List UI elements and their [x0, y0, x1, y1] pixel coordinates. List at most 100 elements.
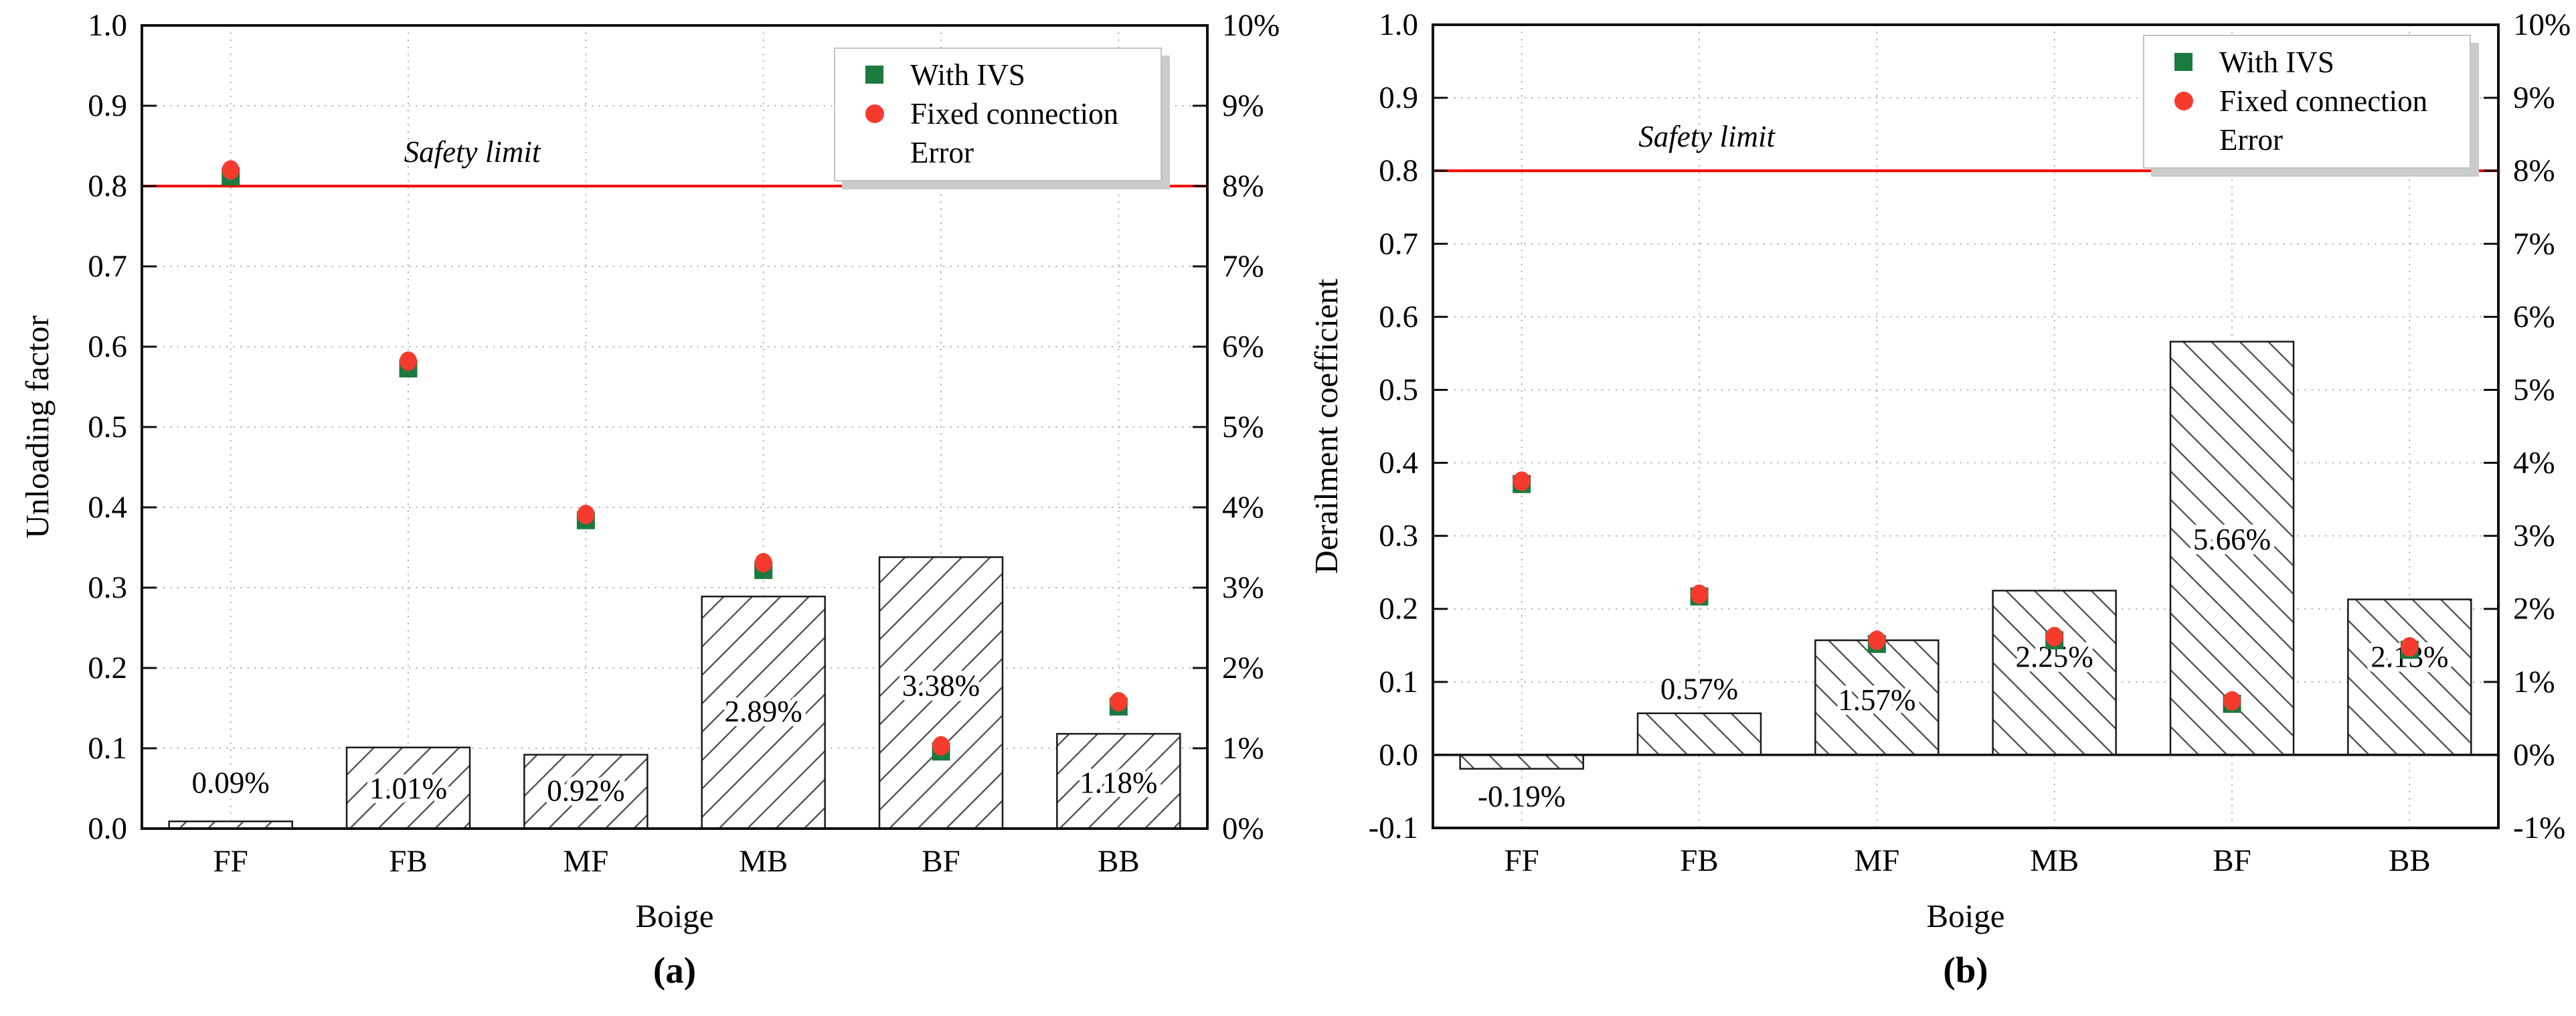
error-value-label: 0.09% — [192, 766, 270, 800]
error-value-label: 1.18% — [1080, 766, 1157, 800]
x-category-label: MF — [1854, 843, 1899, 878]
y-right-tick-label: 8% — [1222, 169, 1264, 203]
x-category-label: MB — [739, 844, 788, 879]
y-right-tick-label: 7% — [2513, 226, 2555, 261]
y-left-tick-label: -0.1 — [1369, 811, 1418, 845]
legend-item-label: Fixed connection — [2219, 84, 2428, 118]
y-right-tick-label: 9% — [1222, 88, 1264, 123]
y-right-tick-label: 3% — [2513, 519, 2555, 554]
y-left-tick-label: 0.4 — [88, 490, 127, 525]
x-category-label: BB — [1098, 844, 1140, 879]
y-right-tick-label: 0% — [1222, 811, 1264, 846]
circle-marker-icon — [865, 104, 885, 124]
error-value-label: -0.19% — [1478, 780, 1565, 813]
y-right-tick-label: 4% — [2513, 446, 2555, 481]
fixed-connection-point — [1110, 691, 1128, 711]
square-marker-icon — [2174, 52, 2194, 72]
fixed-connection-point — [1513, 471, 1531, 491]
y-axis-title: Derailment coefficient — [1308, 278, 1345, 574]
fixed-connection-point — [1691, 584, 1708, 604]
x-axis-title: Boige — [1926, 898, 2004, 934]
y-left-tick-label: 0.8 — [88, 169, 127, 203]
error-bars — [168, 556, 1181, 830]
y-left-tick-label: 0.6 — [88, 329, 127, 364]
legend-item: Error — [2174, 120, 2470, 159]
chart-panel-b: Derailment coefficient Boige (b) Safety … — [1288, 0, 2575, 1016]
error-value-label: 0.92% — [547, 774, 624, 808]
circle-marker-icon — [2174, 91, 2194, 111]
unloading-factor-chart: Unloading factor Boige (a) Safety limit1… — [19, 8, 1280, 991]
error-value-label: 3.38% — [902, 669, 980, 702]
error-bar — [1056, 733, 1181, 830]
y-right-tick-label: 5% — [1222, 410, 1264, 444]
y-right-tick-label: 1% — [1222, 731, 1264, 766]
blank-marker-icon — [2174, 130, 2194, 150]
error-bar — [2347, 598, 2472, 756]
legend-item: With IVS — [2174, 43, 2470, 82]
x-category-label: FF — [1505, 843, 1539, 878]
y-right-tick-label: 10% — [1222, 8, 1280, 43]
legend-item-label: Error — [2219, 123, 2283, 157]
x-category-label: BB — [2389, 843, 2431, 878]
error-value-label: 1.57% — [1838, 683, 1915, 717]
x-category-label: FB — [389, 844, 428, 879]
error-value-label: 1.01% — [369, 772, 447, 805]
y-left-tick-label: 0.7 — [1379, 226, 1418, 261]
fixed-connection-point — [932, 736, 950, 756]
y-right-tick-label: 10% — [2513, 7, 2571, 42]
error-bar — [1992, 590, 2117, 756]
error-bar — [523, 754, 649, 830]
y-right-tick-label: 0% — [2513, 738, 2555, 772]
error-value-label: 5.66% — [2193, 523, 2271, 556]
fixed-connection-point — [1868, 630, 1886, 651]
legend-item-label: Error — [910, 136, 974, 169]
y-left-tick-label: 0.3 — [88, 570, 127, 605]
panel-caption: (b) — [1943, 950, 1988, 991]
error-value-label: 2.89% — [725, 695, 802, 728]
y-left-tick-label: 0.6 — [1379, 299, 1418, 334]
plot-frame — [1432, 23, 2500, 829]
x-category-label: MF — [563, 844, 608, 879]
y-left-tick-label: 0.3 — [1379, 519, 1418, 554]
safety-limit-label: Safety limit — [404, 135, 541, 169]
legend-item-label: Fixed connection — [910, 97, 1119, 131]
y-left-tick-label: 0.1 — [1379, 665, 1418, 699]
derailment-coefficient-chart: Derailment coefficient Boige (b) Safety … — [1308, 7, 2571, 991]
safety-limit-label: Safety limit — [1638, 120, 1776, 153]
error-bar — [1814, 639, 1940, 756]
legend-item-label: With IVS — [910, 58, 1025, 92]
y-left-tick-label: 0.5 — [1379, 372, 1418, 407]
y-right-tick-label: 5% — [2513, 372, 2555, 407]
y-right-tick-label: 9% — [2513, 80, 2555, 115]
legend-item: Error — [865, 133, 1161, 172]
chart-panel-a: Unloading factor Boige (a) Safety limit 1… — [19, 8, 1280, 991]
error-bar — [1636, 712, 1762, 756]
fixed-connection-point — [2401, 637, 2419, 657]
y-right-tick-label: 4% — [1222, 490, 1264, 525]
y-left-tick-label: 0.5 — [88, 410, 127, 444]
error-bar — [2169, 341, 2295, 756]
y-left-tick-label: 0.2 — [1379, 592, 1418, 626]
error-bar — [1459, 754, 1584, 770]
y-right-tick-label: -1% — [2513, 811, 2565, 845]
error-value-label: 0.57% — [1660, 673, 1738, 706]
legend: With IVS Fixed connection Error — [834, 48, 1162, 181]
y-right-tick-label: 6% — [1222, 329, 1264, 364]
panel-caption: (a) — [653, 950, 696, 991]
fixed-connection-point — [577, 505, 595, 525]
square-marker-icon — [865, 65, 885, 85]
fixed-connection-point — [222, 160, 240, 180]
legend: With IVS Fixed connection Error — [2143, 35, 2471, 169]
fixed-connection-point — [400, 351, 417, 371]
fixed-connection-point — [2223, 691, 2241, 711]
y-left-tick-label: 0.8 — [1379, 153, 1418, 188]
y-axis-title: Unloading factor — [19, 315, 56, 538]
y-left-tick-label: 1.0 — [88, 8, 127, 43]
axis-ticks: 1.0 10% 0.9 9% 0.8 8% 0.7 7% 0.6 6% 0.5 5% 0.4 4% 0.3 3… — [1369, 7, 2571, 878]
y-left-tick-label: 0.4 — [1379, 446, 1418, 481]
x-category-label: MB — [2030, 843, 2079, 878]
x-category-label: FB — [1680, 843, 1719, 878]
axis-ticks: 1.0 10% 0.9 9% 0.8 8% 0.7 7% 0.6 6% 0.5 5% 0.4 4% 0.3 3… — [88, 8, 1280, 879]
y-left-tick-label: 0.7 — [88, 249, 127, 284]
